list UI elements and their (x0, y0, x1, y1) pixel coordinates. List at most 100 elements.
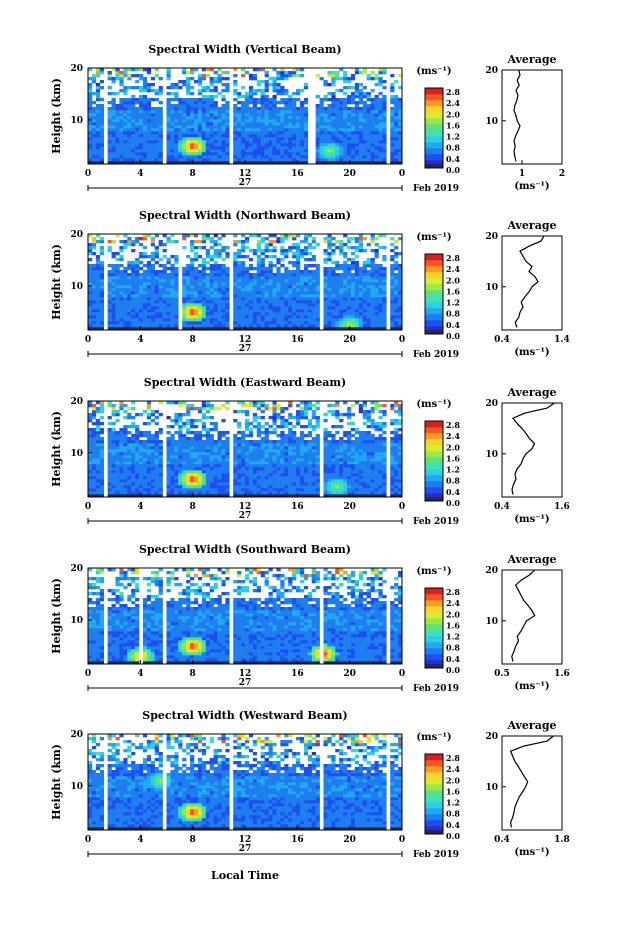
average-line (513, 69, 521, 162)
avg-y-tick-label: 20 (485, 66, 498, 76)
avg-x-tick-label: 0.5 (494, 669, 510, 679)
colorbar-swatch (425, 142, 443, 149)
average-line (514, 235, 545, 328)
x-tick-label: 20 (343, 502, 356, 512)
x-tick-label: 8 (190, 835, 196, 845)
x-tick-label: 0 (399, 169, 405, 179)
x-tick-label: 8 (190, 502, 196, 512)
x-tick-label: 4 (137, 169, 143, 179)
colorbar-tick-label: 2.8 (446, 420, 460, 430)
x-tick-label: 16 (291, 169, 304, 179)
colorbar-swatch (425, 826, 443, 833)
colorbar-swatch (425, 830, 443, 834)
colorbar-swatch (425, 88, 443, 95)
panel-title: Spectral Width (Vertical Beam) (148, 43, 341, 56)
colorbar-swatch (425, 106, 443, 113)
average-xlabel: (ms⁻¹) (514, 681, 549, 692)
x-tick-label: 0 (85, 169, 91, 179)
colorbar-swatch (425, 421, 443, 428)
colorbar-tick-label: 1.6 (446, 120, 460, 130)
x-tick-label: 16 (291, 335, 304, 345)
colorbar-tick-label: 2.0 (446, 609, 460, 619)
avg-y-tick-label: 10 (485, 617, 498, 627)
colorbar-swatch (425, 330, 443, 334)
x-tick-label: 4 (137, 502, 143, 512)
colorbar-swatch (425, 481, 443, 488)
avg-x-tick-label: 0.4 (494, 502, 510, 512)
colorbar-tick-label: 0.0 (446, 665, 460, 675)
date-label: Feb 2019 (413, 850, 459, 860)
average-xlabel: (ms⁻¹) (514, 181, 549, 192)
x-tick-label: 0 (85, 669, 91, 679)
colorbar-swatch (425, 778, 443, 785)
x-tick-label: 0 (399, 335, 405, 345)
panel-westward: Spectral Width (Westward Beam) 10 20 Height… (50, 709, 570, 860)
x-axis-label: Local Time (211, 869, 279, 882)
colorbar-swatch (425, 94, 443, 101)
average-profile: Average 10 20 0.4 1.4 (ms⁻¹) (485, 219, 569, 358)
colorbar-tick-label: 1.2 (446, 132, 460, 142)
x-tick-label: 20 (343, 835, 356, 845)
x-tick-label: 20 (343, 335, 356, 345)
colorbar: (ms⁻¹) 2.82.42.01.6 1.20.80.40.0 (416, 566, 460, 675)
colorbar-tick-label: 2.0 (446, 109, 460, 119)
panel-southward: Spectral Width (Southward Beam) 10 20 Heigh… (50, 543, 570, 694)
colorbar-swatch (425, 808, 443, 815)
colorbar-tick-label: 0.8 (446, 309, 460, 319)
colorbar-tick-label: 2.4 (446, 98, 460, 108)
colorbar-swatch (425, 457, 443, 464)
avg-y-tick-label: 20 (485, 232, 498, 242)
average-title: Average (506, 219, 556, 232)
colorbar-tick-label: 2.0 (446, 775, 460, 785)
colorbar: (ms⁻¹) 2.82.42.01.6 1.20.80.40.0 (416, 399, 460, 508)
average-frame (501, 402, 563, 498)
x-tick-label: 16 (291, 502, 304, 512)
x-tick-label: 4 (137, 669, 143, 679)
colorbar-swatch (425, 451, 443, 458)
colorbar-swatch (425, 487, 443, 494)
y-tick-label: 20 (70, 64, 83, 74)
colorbar-tick-label: 0.0 (446, 331, 460, 341)
average-xlabel: (ms⁻¹) (514, 514, 549, 525)
average-line (511, 569, 536, 662)
y-axis-label: Height (km) (50, 411, 63, 487)
colorbar-swatch (425, 772, 443, 779)
colorbar-swatch (425, 112, 443, 119)
colorbar-unit: (ms⁻¹) (416, 66, 451, 77)
avg-x-tick-label: 2 (559, 169, 565, 179)
colorbar-swatch (425, 154, 443, 161)
colorbar-swatch (425, 130, 443, 137)
x-tick-label: 0 (85, 502, 91, 512)
colorbar-tick-label: 2.0 (446, 275, 460, 285)
colorbar-swatch (425, 475, 443, 482)
colorbar-tick-label: 1.6 (446, 453, 460, 463)
colorbar-tick-label: 2.8 (446, 253, 460, 263)
colorbar-frame (424, 253, 444, 335)
colorbar-swatch (425, 278, 443, 285)
colorbar-swatch (425, 588, 443, 595)
colorbar-swatch (425, 600, 443, 607)
colorbar-swatch (425, 493, 443, 500)
average-title: Average (506, 386, 556, 399)
colorbar-swatch (425, 308, 443, 315)
x-tick-label: 16 (291, 669, 304, 679)
panel-title: Spectral Width (Westward Beam) (142, 709, 347, 722)
avg-x-tick-label: 0.4 (494, 835, 510, 845)
heatmap-cells (88, 68, 403, 165)
colorbar-tick-label: 2.4 (446, 598, 460, 608)
colorbar-unit: (ms⁻¹) (416, 232, 451, 243)
date-label: Feb 2019 (413, 350, 459, 360)
colorbar-swatch (425, 784, 443, 791)
colorbar-swatch (425, 148, 443, 155)
heatmap-cells (88, 734, 403, 831)
avg-y-tick-label: 20 (485, 732, 498, 742)
x-tick-label: 12 (239, 335, 252, 345)
average-title: Average (506, 719, 556, 732)
colorbar-swatch (425, 606, 443, 613)
colorbar-swatch (425, 118, 443, 125)
colorbar-swatch (425, 790, 443, 797)
colorbar-tick-label: 0.0 (446, 831, 460, 841)
average-xlabel: (ms⁻¹) (514, 847, 549, 858)
colorbar-tick-label: 0.4 (446, 487, 460, 497)
day-label: 27 (239, 178, 252, 188)
